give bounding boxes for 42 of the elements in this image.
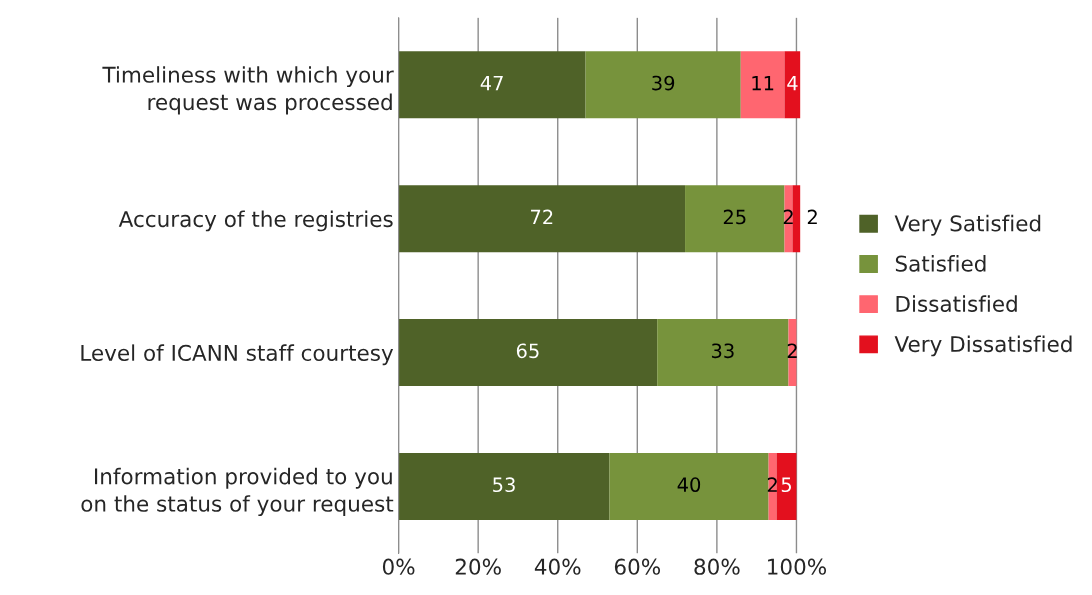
- data-label: 39: [652, 75, 675, 91]
- data-label: 5: [781, 477, 791, 493]
- y-tick-label: Level of ICANN staff courtesy: [81, 344, 394, 366]
- data-label: 2: [807, 209, 817, 225]
- data-label: 2: [783, 209, 793, 225]
- bar: [792, 185, 801, 253]
- x-tick-label: 0%: [382, 558, 415, 575]
- bar: [657, 319, 789, 387]
- bar: [398, 452, 610, 520]
- legend-label: Very Dissatisfied: [894, 335, 1072, 357]
- bar: [788, 319, 797, 387]
- bar: [776, 452, 797, 520]
- y-tick-label: Timeliness with which your request was processed: [102, 66, 394, 115]
- data-label: 72: [531, 209, 553, 225]
- x-tick-label: 60%: [614, 558, 661, 575]
- x-tick-label: 20%: [455, 558, 501, 575]
- bar: [398, 51, 586, 119]
- x-tick-label: 100%: [768, 558, 827, 575]
- data-label: 40: [677, 477, 701, 493]
- data-label: 65: [516, 343, 539, 359]
- legend-label: Very Satisfied: [894, 214, 1041, 236]
- data-label: 11: [752, 75, 774, 91]
- x-tick-label: 80%: [694, 558, 740, 575]
- data-label: 53: [493, 477, 515, 493]
- bar: [685, 185, 785, 253]
- bar: [609, 452, 769, 520]
- legend-label: Satisfied: [895, 255, 986, 272]
- bar: [398, 185, 686, 253]
- bar: [768, 452, 777, 520]
- data-label: 33: [711, 343, 734, 359]
- bar: [740, 51, 785, 119]
- data-label: 4: [787, 75, 798, 91]
- x-tick-label: 40%: [534, 558, 581, 575]
- legend-label: Dissatisfied: [896, 295, 1017, 312]
- bar: [585, 51, 741, 119]
- data-label: 47: [480, 75, 503, 91]
- data-label: 2: [787, 343, 797, 358]
- y-tick-label: Information provided to you on the status of your request: [81, 467, 394, 517]
- y-tick-label: Accuracy of the registries: [118, 210, 393, 232]
- data-label: 2: [767, 477, 777, 492]
- bar: [398, 319, 658, 387]
- data-label: 25: [723, 209, 746, 225]
